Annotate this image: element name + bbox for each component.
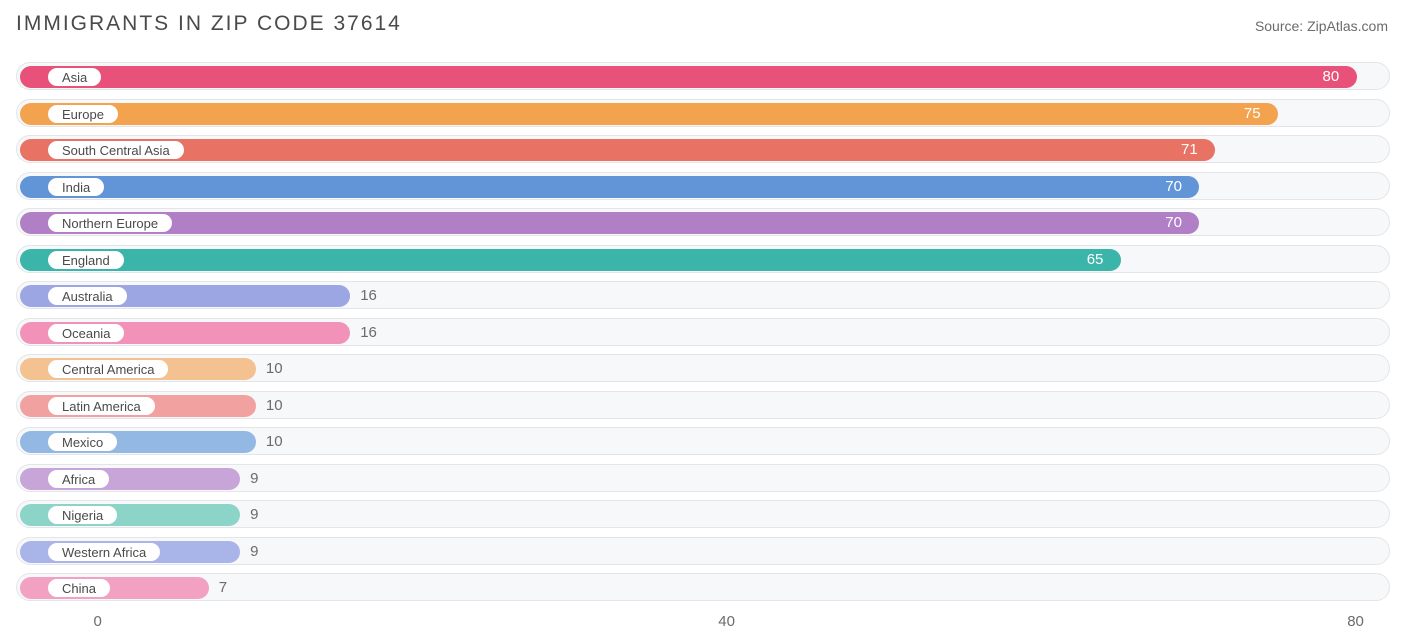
bar-fill: [20, 66, 1357, 88]
bar-row: Australia 16: [16, 277, 1390, 314]
x-tick-label: 80: [1347, 613, 1364, 630]
bar-track: Asia 80: [16, 62, 1390, 90]
chart-source: Source: ZipAtlas.com: [1255, 18, 1388, 34]
category-pill: China: [47, 578, 111, 598]
chart-title: IMMIGRANTS IN ZIP CODE 37614: [16, 12, 402, 36]
value-label: 80: [1323, 63, 1340, 91]
category-pill: Latin America: [47, 396, 156, 416]
category-pill: Asia: [47, 67, 102, 87]
chart-container: IMMIGRANTS IN ZIP CODE 37614 Source: Zip…: [0, 0, 1406, 643]
bar-track: China 7: [16, 573, 1390, 601]
bar-track: Africa 9: [16, 464, 1390, 492]
bar-track: India 70: [16, 172, 1390, 200]
bar-fill: [20, 212, 1199, 234]
bar-track: Central America 10: [16, 354, 1390, 382]
chart-plot-area: Asia 80 Europe 75 South Central Asia 71 India 7…: [16, 58, 1390, 611]
bar-row: Oceania 16: [16, 314, 1390, 351]
category-pill: Europe: [47, 104, 119, 124]
bar-row: Western Africa 9: [16, 533, 1390, 570]
x-tick-label: 40: [718, 613, 735, 630]
category-pill: England: [47, 250, 125, 270]
category-pill: South Central Asia: [47, 140, 185, 160]
bar-row: Nigeria 9: [16, 496, 1390, 533]
bar-row: Central America 10: [16, 350, 1390, 387]
bar-fill: [20, 176, 1199, 198]
value-label: 7: [219, 574, 227, 602]
bar-row: Africa 9: [16, 460, 1390, 497]
bar-track: Western Africa 9: [16, 537, 1390, 565]
bar-track: South Central Asia 71: [16, 135, 1390, 163]
category-pill: India: [47, 177, 105, 197]
bar-row: India 70: [16, 168, 1390, 205]
category-pill: Africa: [47, 469, 110, 489]
bar-track: Northern Europe 70: [16, 208, 1390, 236]
bar-track: Nigeria 9: [16, 500, 1390, 528]
value-label: 65: [1087, 246, 1104, 274]
bar-row: Latin America 10: [16, 387, 1390, 424]
value-label: 16: [360, 319, 377, 347]
value-label: 10: [266, 428, 283, 456]
value-label: 16: [360, 282, 377, 310]
bar-track: England 65: [16, 245, 1390, 273]
category-pill: Central America: [47, 359, 169, 379]
x-axis: 0 40 80: [16, 613, 1390, 637]
value-label: 9: [250, 501, 258, 529]
value-label: 71: [1181, 136, 1198, 164]
bar-track: Latin America 10: [16, 391, 1390, 419]
bar-fill: [20, 139, 1215, 161]
bar-row: South Central Asia 71: [16, 131, 1390, 168]
category-pill: Mexico: [47, 432, 118, 452]
x-tick-label: 0: [93, 613, 101, 630]
bar-row: Europe 75: [16, 95, 1390, 132]
bar-row: Asia 80: [16, 58, 1390, 95]
bar-track: Oceania 16: [16, 318, 1390, 346]
value-label: 10: [266, 355, 283, 383]
value-label: 70: [1165, 173, 1182, 201]
bar-fill: [20, 103, 1278, 125]
category-pill: Western Africa: [47, 542, 161, 562]
category-pill: Australia: [47, 286, 128, 306]
bar-fill: [20, 249, 1121, 271]
value-label: 70: [1165, 209, 1182, 237]
bar-track: Australia 16: [16, 281, 1390, 309]
bar-row: Northern Europe 70: [16, 204, 1390, 241]
category-pill: Northern Europe: [47, 213, 173, 233]
bar-row: England 65: [16, 241, 1390, 278]
bar-track: Mexico 10: [16, 427, 1390, 455]
value-label: 10: [266, 392, 283, 420]
category-pill: Nigeria: [47, 505, 118, 525]
value-label: 75: [1244, 100, 1261, 128]
category-pill: Oceania: [47, 323, 125, 343]
value-label: 9: [250, 465, 258, 493]
value-label: 9: [250, 538, 258, 566]
bar-row: Mexico 10: [16, 423, 1390, 460]
bar-row: China 7: [16, 569, 1390, 606]
bar-track: Europe 75: [16, 99, 1390, 127]
